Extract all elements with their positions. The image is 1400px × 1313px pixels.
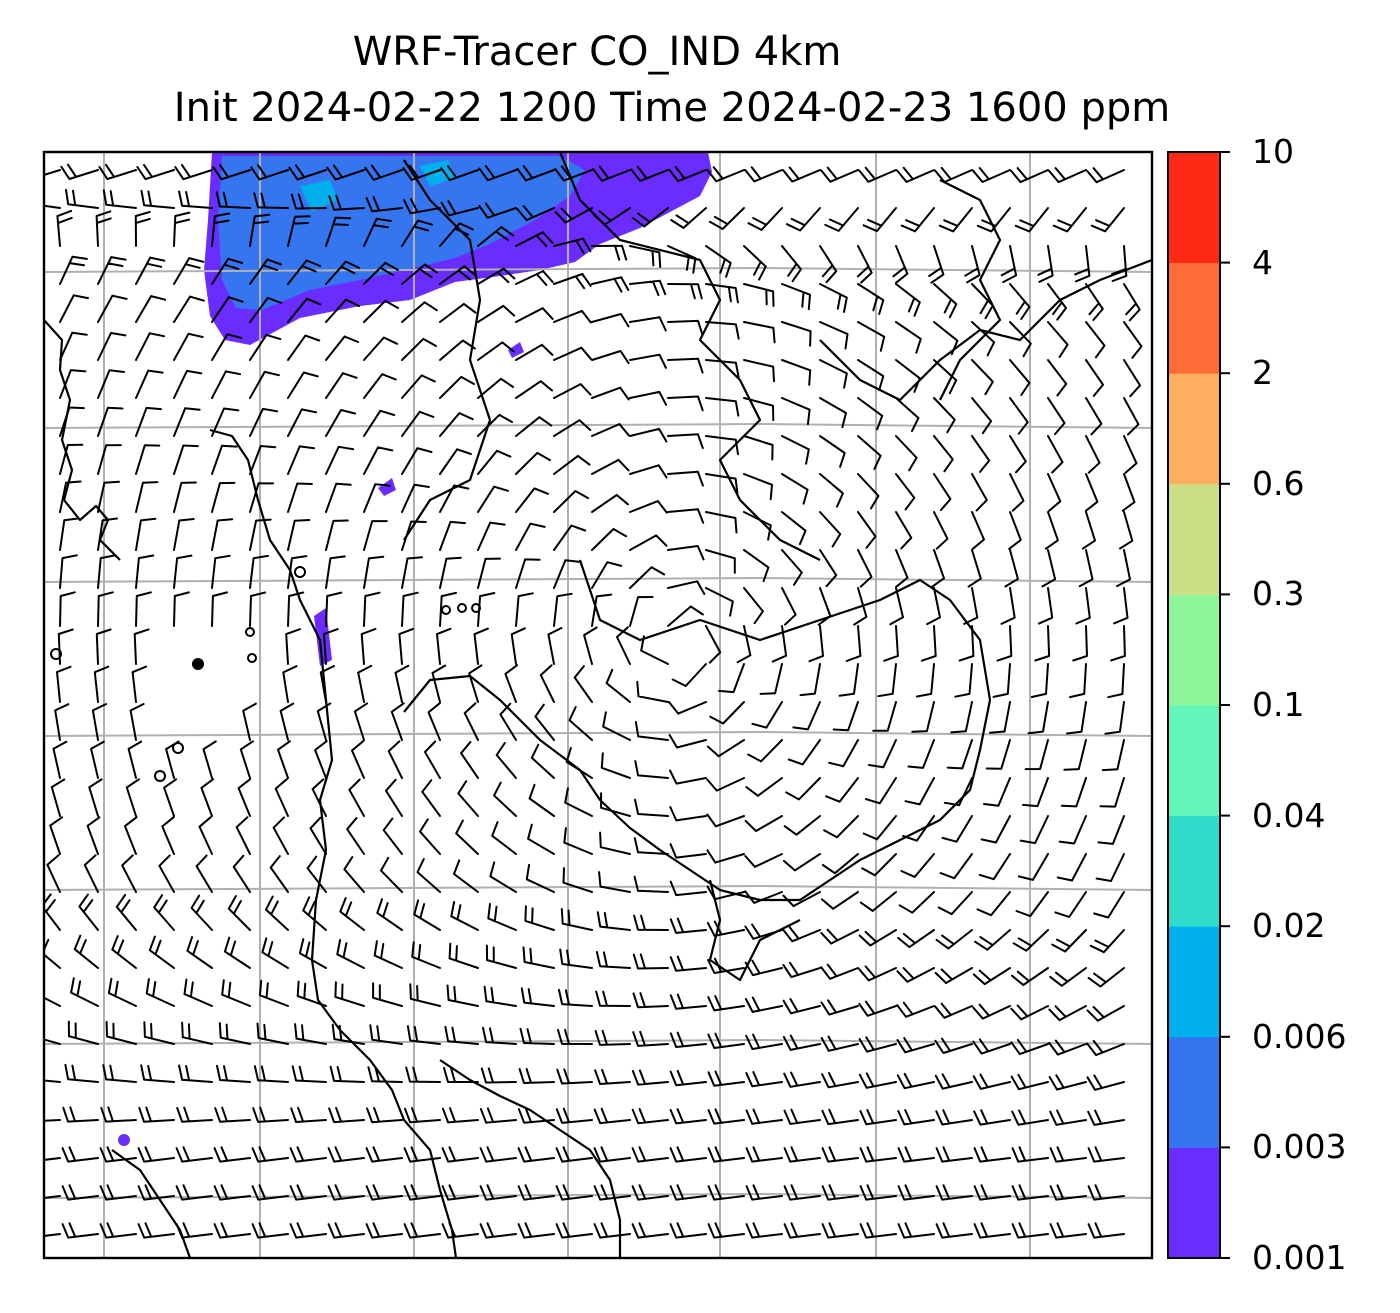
tracer-speck-3 [508,342,524,358]
coastlines [44,152,1152,1258]
wind-barb-field [44,163,1143,1239]
calm-marker [247,653,257,663]
colorbar-tick-label: 0.3 [1252,574,1305,614]
calm-marker [471,603,481,613]
coastline-east [403,674,992,902]
wind-barbs [44,163,1143,1239]
calm-marker [457,603,467,613]
tracer-speck-4 [118,1134,130,1146]
calm-marker [192,658,204,670]
border-inland-3 [939,179,1002,401]
coastline-south [439,1059,622,1258]
colorbar-segment [1168,594,1220,706]
coastline-west [44,319,121,561]
map-title-line-2: Init 2024-02-22 1200 Time 2024-02-23 160… [173,85,1171,131]
border-inland-2 [819,258,1152,402]
colorbar-tick-label: 0.6 [1252,463,1305,503]
tracer-region-high-2 [420,160,456,186]
calm-marker [172,742,184,754]
colorbar-tick-label: 2 [1252,353,1273,393]
map-panel [42,150,1154,1260]
colorbar-segment [1168,483,1220,595]
calm-marker [154,770,166,782]
colorbar-segment [1168,926,1220,1038]
coastline-peninsula [209,428,458,1258]
tracer-region-high-1 [300,180,338,212]
tracer-speck-1 [378,478,396,496]
colorbar-tick-label: 4 [1252,242,1273,282]
colorbar-tick-label: 0.006 [1252,1016,1347,1056]
map-frame [42,150,1154,1260]
border-central [708,879,801,982]
border-southwest [111,1149,192,1258]
calm-marker [294,566,306,578]
colorbar-segment [1168,815,1220,927]
colorbar-tick-label: 0.003 [1252,1127,1347,1167]
map-title-line-1: WRF-Tracer CO_IND 4km [352,29,842,75]
border-north-1 [403,159,492,541]
colorbar-segment [1168,262,1220,374]
colorbar [1167,151,1230,1259]
calm-marker [50,648,62,660]
calm-marker [441,605,451,615]
colorbar-segment [1168,705,1220,817]
colorbar-tick-label: 0.001 [1252,1238,1347,1277]
tracer-speck-2 [314,608,332,666]
colorbar-tick-label: 0.04 [1252,795,1326,835]
colorbar-tick-label: 10 [1252,132,1294,171]
colorbar-segment [1168,373,1220,485]
border-inland-1 [578,559,992,701]
colorbar-tick-label: 0.1 [1252,685,1305,724]
calm-marker [245,627,255,637]
border-north-2 [558,152,821,561]
colorbar-segment [1168,152,1220,264]
colorbar-segment [1168,1147,1220,1259]
colorbar-tick-label: 0.02 [1252,906,1326,946]
colorbar-segment [1168,1036,1220,1148]
calm-wind-markers [50,566,481,782]
